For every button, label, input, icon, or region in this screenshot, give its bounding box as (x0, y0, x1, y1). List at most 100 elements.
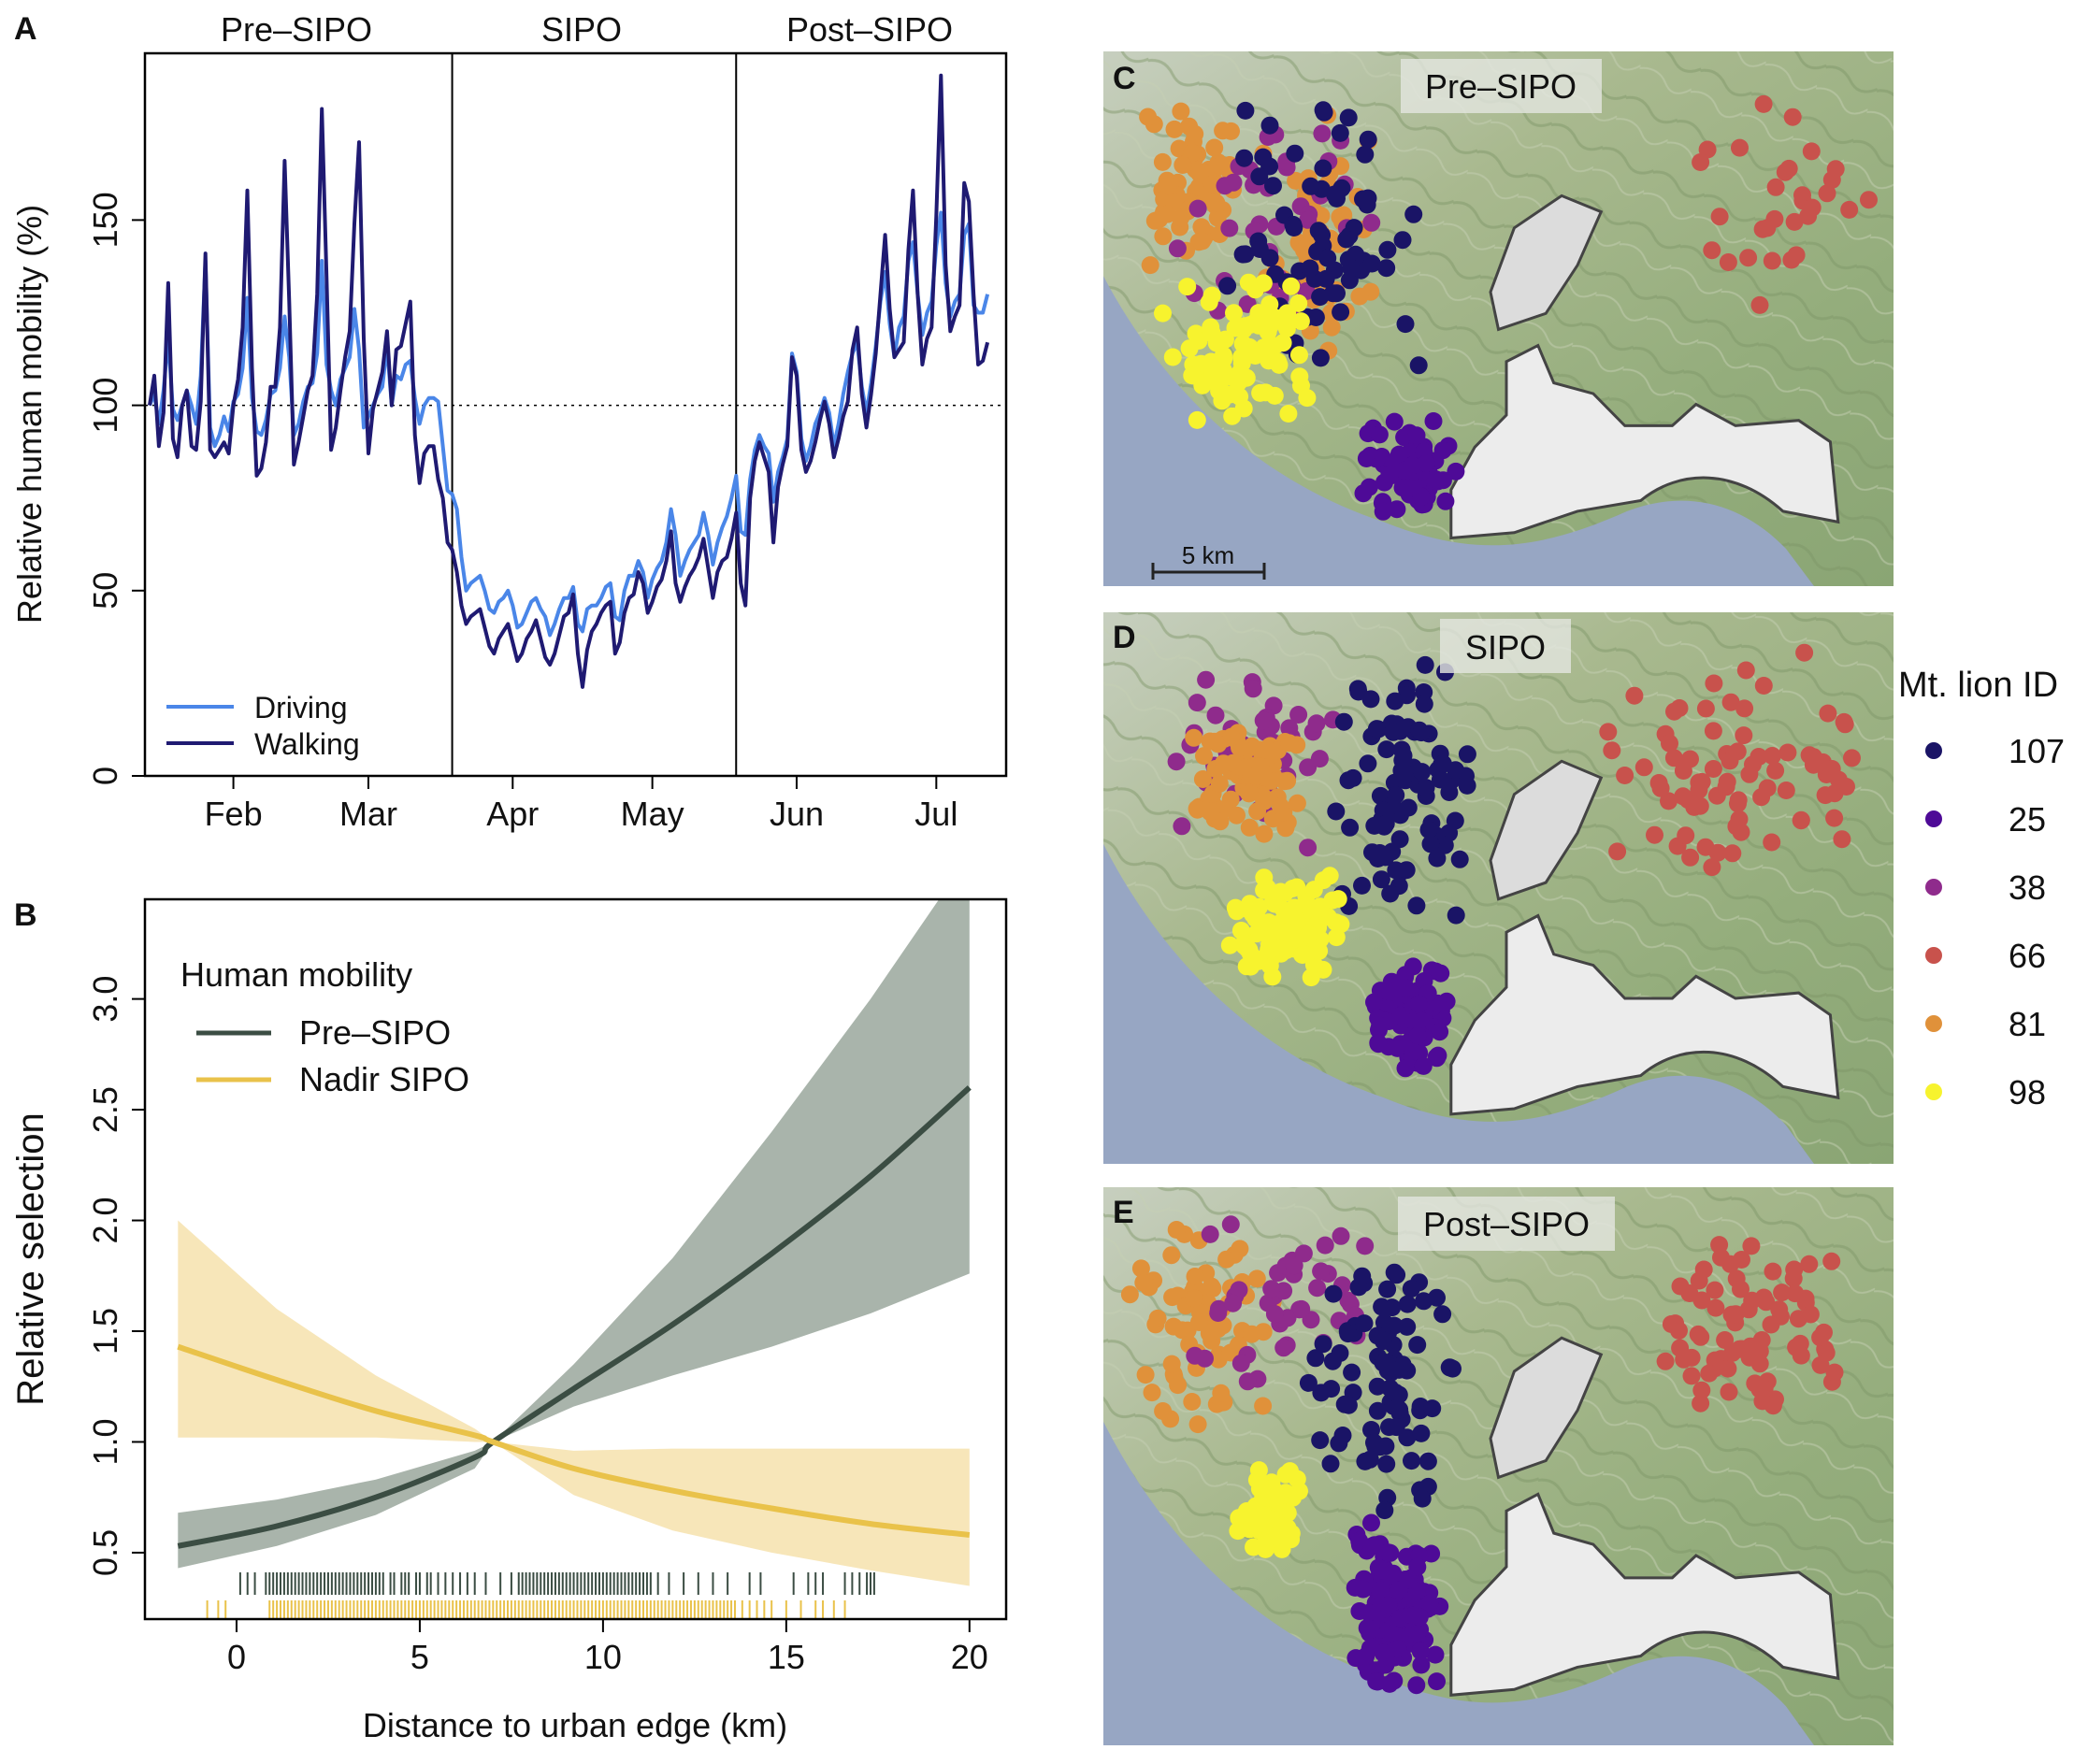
location-point-lion-66 (1692, 1327, 1710, 1346)
location-point-lion-66 (1716, 1331, 1735, 1349)
location-point-lion-66 (1843, 749, 1861, 767)
location-point-lion-98 (1269, 352, 1288, 371)
x-tick-label-a: May (621, 795, 684, 833)
x-tick-label-a: Mar (339, 795, 397, 833)
location-point-lion-107 (1301, 259, 1319, 278)
location-point-lion-66 (1754, 94, 1773, 113)
location-point-lion-98 (1280, 906, 1299, 925)
location-point-lion-107 (1318, 249, 1337, 267)
location-point-lion-25 (1365, 1536, 1384, 1555)
location-point-lion-81 (1254, 1397, 1273, 1415)
location-points (1167, 643, 1861, 1078)
location-point-lion-25 (1411, 1642, 1430, 1660)
ci-band-pre-sipo (178, 899, 970, 1569)
location-point-lion-107 (1387, 861, 1405, 880)
location-point-lion-107 (1314, 101, 1332, 120)
location-point-lion-107 (1302, 177, 1320, 195)
legend-dot-lion-66 (1925, 947, 1942, 964)
location-point-lion-98 (1282, 277, 1301, 295)
location-point-lion-81 (1202, 1277, 1220, 1296)
location-point-lion-66 (1742, 1237, 1761, 1255)
location-point-lion-107 (1359, 130, 1377, 149)
location-point-lion-38 (1313, 124, 1332, 143)
location-point-lion-81 (1141, 256, 1159, 275)
location-point-lion-25 (1427, 1048, 1446, 1067)
location-point-lion-25 (1399, 1570, 1418, 1589)
location-points (1120, 1215, 1844, 1695)
location-point-lion-66 (1789, 1310, 1807, 1328)
location-point-lion-98 (1302, 968, 1320, 987)
location-point-lion-107 (1381, 884, 1400, 903)
location-point-lion-66 (1682, 1348, 1701, 1367)
location-point-lion-107 (1314, 159, 1332, 178)
location-point-lion-107 (1260, 116, 1279, 135)
legend-label-nadir-sipo: Nadir SIPO (299, 1060, 469, 1098)
location-point-lion-98 (1188, 410, 1206, 429)
series-line-walking (148, 73, 990, 689)
location-point-lion-107 (1399, 798, 1418, 817)
location-point-lion-25 (1417, 454, 1435, 473)
panel-label-b: B (14, 897, 37, 933)
location-point-lion-98 (1223, 407, 1242, 425)
urban-boundary (1449, 343, 1840, 540)
location-point-lion-81 (1276, 819, 1295, 838)
location-point-lion-25 (1414, 1056, 1433, 1075)
location-point-lion-66 (1776, 163, 1794, 181)
location-point-lion-81 (1222, 727, 1241, 746)
location-point-lion-107 (1372, 870, 1390, 889)
location-point-lion-66 (1785, 1260, 1804, 1279)
location-point-lion-38 (1168, 239, 1187, 258)
location-point-lion-107 (1285, 219, 1303, 237)
location-point-lion-25 (1407, 1625, 1426, 1643)
location-point-lion-66 (1646, 825, 1663, 844)
location-point-lion-25 (1404, 1606, 1422, 1625)
location-point-lion-25 (1408, 1026, 1427, 1045)
location-point-lion-81 (1134, 1273, 1153, 1292)
location-point-lion-25 (1384, 1625, 1402, 1643)
location-point-lion-81 (1143, 1384, 1161, 1402)
location-point-lion-66 (1700, 1364, 1719, 1383)
location-point-lion-81 (1185, 1289, 1203, 1308)
legend-label-lion-25: 25 (2009, 800, 2046, 839)
location-point-lion-25 (1346, 1649, 1365, 1668)
location-point-lion-38 (1197, 670, 1216, 689)
x-tick-label-b: 20 (951, 1638, 988, 1676)
location-point-lion-66 (1721, 693, 1740, 711)
urban-boundary (1449, 913, 1840, 1116)
location-point-lion-107 (1413, 1489, 1432, 1508)
location-point-lion-66 (1822, 1252, 1841, 1270)
location-point-lion-38 (1231, 1354, 1250, 1372)
location-point-lion-38 (1238, 1372, 1257, 1391)
location-point-lion-38 (1244, 680, 1262, 698)
location-point-lion-38 (1362, 213, 1381, 232)
ci-band-nadir-sipo (178, 1220, 970, 1586)
location-point-lion-66 (1674, 762, 1692, 780)
series-lines-a (148, 73, 990, 689)
legend-dot-lion-25 (1925, 810, 1942, 827)
location-point-lion-107 (1313, 226, 1332, 244)
legend-dot-lion-81 (1925, 1015, 1942, 1032)
location-point-lion-98 (1260, 935, 1278, 954)
urban-boundary (1449, 1492, 1840, 1697)
x-tick-label-b: 0 (227, 1638, 246, 1676)
map-title-e: Post–SIPO (1423, 1205, 1590, 1243)
series-line-nadir-sipo (177, 1343, 971, 1538)
y-tick-label-b: 1.5 (86, 1308, 124, 1355)
location-point-lion-38 (1167, 753, 1186, 771)
location-point-lion-66 (1739, 249, 1758, 267)
location-point-lion-66 (1608, 842, 1627, 861)
location-point-lion-25 (1374, 1643, 1392, 1662)
location-point-lion-98 (1300, 925, 1318, 943)
location-point-lion-66 (1726, 1305, 1745, 1324)
location-point-lion-38 (1316, 1236, 1334, 1255)
location-point-lion-25 (1358, 1619, 1376, 1637)
location-point-lion-81 (1169, 1376, 1188, 1395)
location-point-lion-98 (1202, 352, 1220, 371)
location-point-lion-81 (1255, 825, 1274, 843)
location-point-lion-107 (1428, 1288, 1446, 1307)
location-point-lion-38 (1285, 1256, 1303, 1275)
series-line-pre-sipo (177, 1085, 972, 1549)
location-point-lion-66 (1692, 1381, 1711, 1399)
location-point-lion-98 (1263, 968, 1282, 986)
location-point-lion-66 (1740, 765, 1759, 783)
